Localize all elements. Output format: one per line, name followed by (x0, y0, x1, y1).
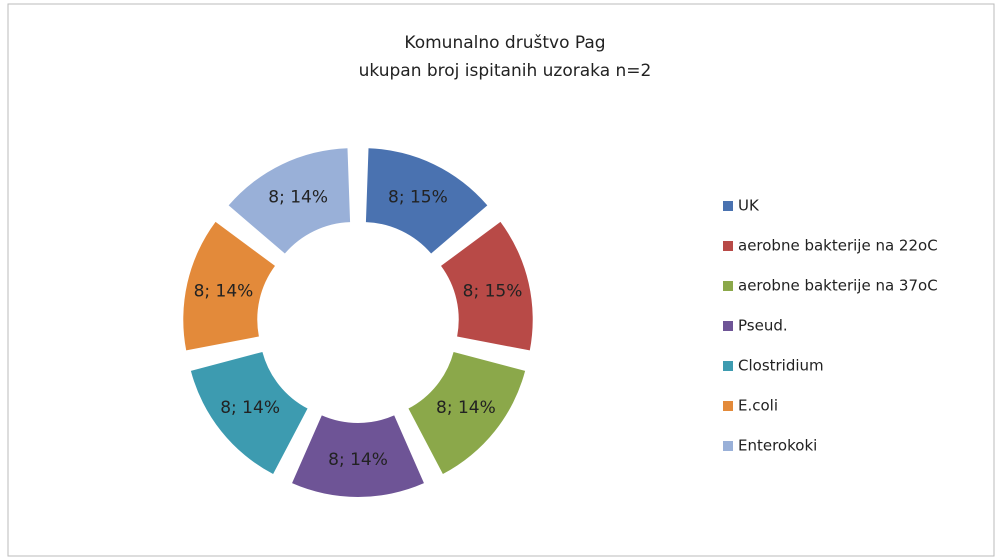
data-label: 8; 14% (436, 398, 496, 418)
donut-slice (228, 148, 351, 254)
legend-swatch (723, 201, 733, 211)
legend-label: Pseud. (738, 317, 788, 335)
legend-swatch (723, 361, 733, 371)
legend-swatch (723, 321, 733, 331)
data-label: 8; 14% (268, 188, 328, 208)
donut-slice (408, 351, 526, 475)
donut-slice (190, 351, 308, 475)
data-label: 8; 14% (328, 450, 388, 470)
legend-swatch (723, 241, 733, 251)
donut-slice (365, 148, 488, 254)
donut-slice (183, 221, 275, 351)
legend-label: Enterokoki (738, 437, 817, 455)
legend-label: UK (738, 197, 760, 215)
data-label: 8; 15% (388, 188, 448, 208)
legend-label: E.coli (738, 397, 778, 415)
donut-slice (292, 415, 424, 498)
legend-swatch (723, 401, 733, 411)
data-label: 8; 15% (463, 281, 523, 301)
chart-subtitle: ukupan broj ispitanih uzoraka n=2 (359, 61, 652, 81)
data-label: 8; 14% (220, 398, 280, 418)
chart-title: Komunalno društvo Pag (404, 33, 605, 53)
legend-swatch (723, 441, 733, 451)
legend-label: aerobne bakterije na 37oC (738, 277, 938, 295)
donut-slice (441, 221, 533, 351)
data-label: 8; 14% (194, 281, 254, 301)
legend-swatch (723, 281, 733, 291)
legend-label: Clostridium (738, 357, 824, 375)
legend-label: aerobne bakterije na 22oC (738, 237, 938, 255)
